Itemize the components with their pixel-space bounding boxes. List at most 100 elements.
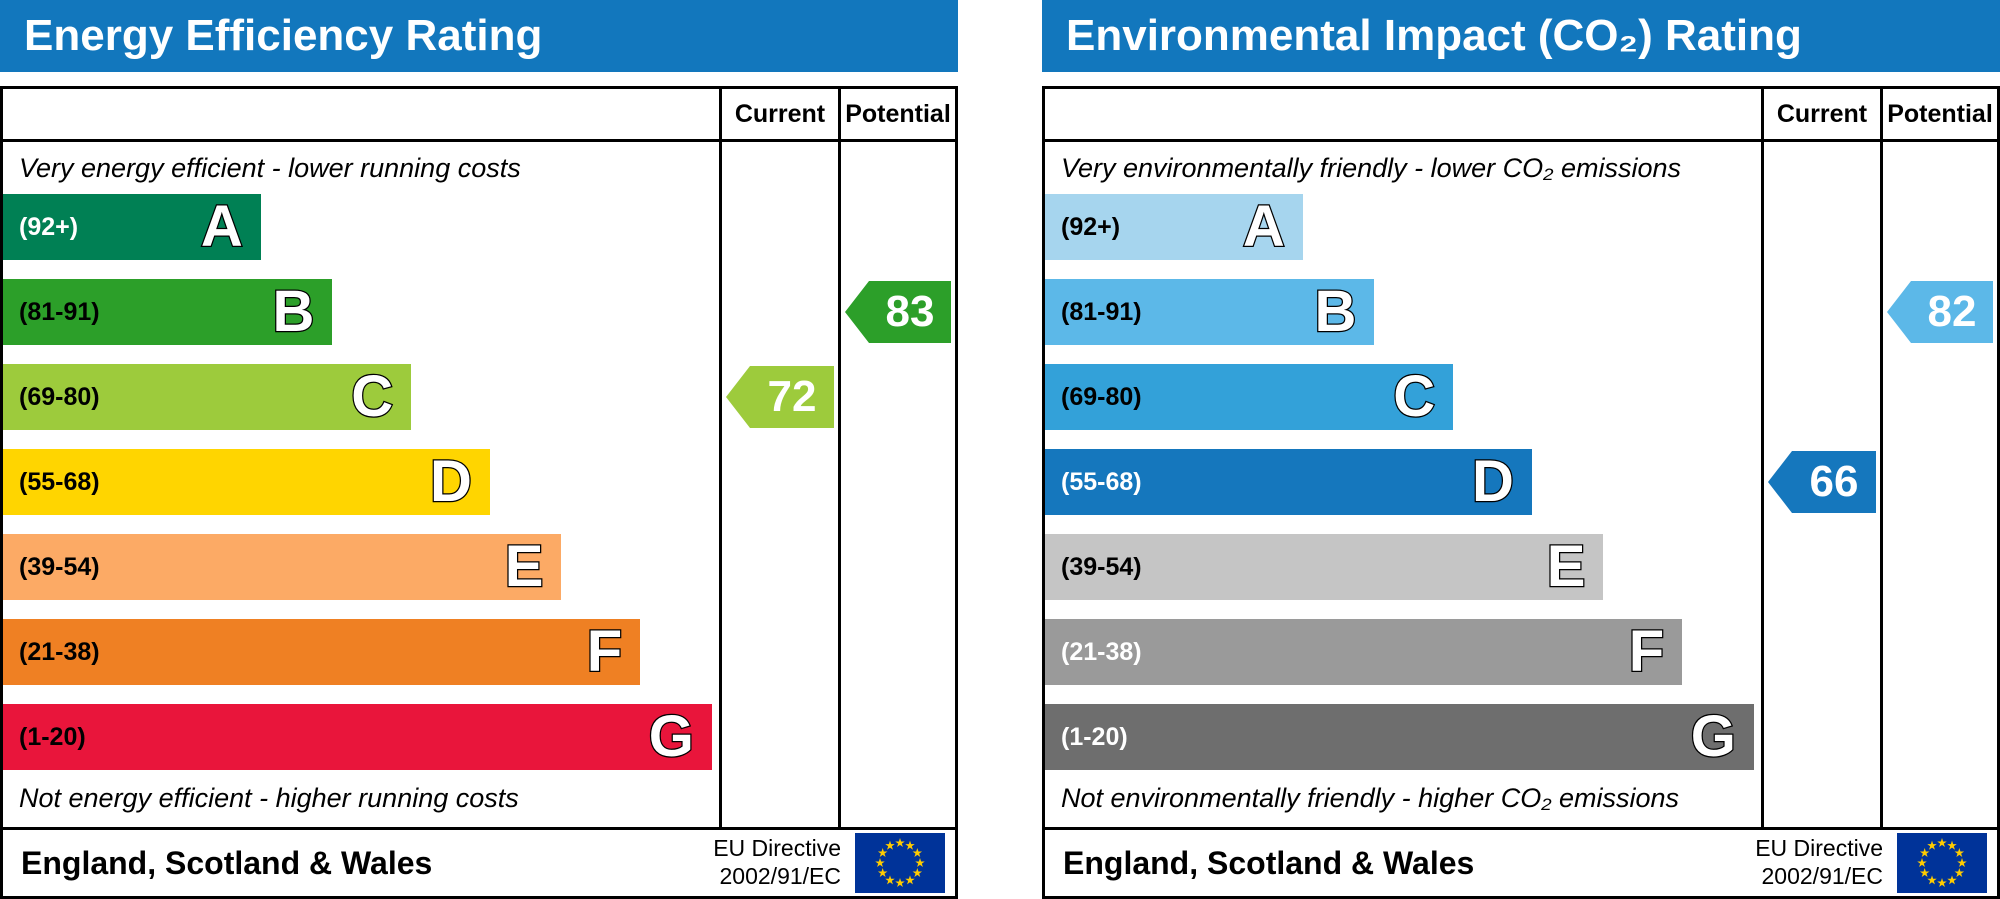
- table-footer: England, Scotland & Wales EU Directive 2…: [1045, 827, 1997, 896]
- bands-area: Very energy efficient - lower running co…: [3, 142, 719, 827]
- potential-column-header: Potential: [838, 89, 955, 139]
- table-body: Very energy efficient - lower running co…: [3, 142, 955, 827]
- eu-directive-label: EU Directive 2002/91/EC: [713, 835, 841, 890]
- eu-directive-line2: 2002/91/EC: [1761, 863, 1883, 889]
- potential-rating-arrow: 83: [845, 281, 951, 343]
- energy-efficiency-panel: Energy Efficiency Rating Current Potenti…: [0, 0, 958, 899]
- table-body: Very environmentally friendly - lower CO…: [1045, 142, 1997, 827]
- band-row-d: (55-68) D: [3, 449, 719, 515]
- band-row-f: (21-38) F: [3, 619, 719, 685]
- eu-directive-line2: 2002/91/EC: [719, 863, 841, 889]
- band-e-letter: E: [1546, 534, 1587, 599]
- band-g-bar: (1-20) G: [3, 704, 712, 770]
- band-e-bar: (39-54) E: [1045, 534, 1604, 600]
- band-a-letter: A: [1242, 194, 1286, 259]
- band-d-letter: D: [429, 449, 473, 514]
- band-a-bar: (92+) A: [1045, 194, 1303, 260]
- bottom-note: Not energy efficient - higher running co…: [19, 783, 519, 813]
- header-spacer: [1045, 89, 1761, 139]
- current-column: 66: [1761, 142, 1880, 827]
- band-g-letter: G: [647, 704, 695, 769]
- band-c-range-label: (69-80): [19, 382, 100, 411]
- band-row-g: (1-20) G: [3, 704, 719, 770]
- band-d-letter: D: [1471, 449, 1515, 514]
- table-header-row: Current Potential: [3, 89, 955, 142]
- rating-bands: (92+) A (81-91) B (69-80: [3, 194, 719, 770]
- band-row-b: (81-91) B: [3, 279, 719, 345]
- table-header-row: Current Potential: [1045, 89, 1997, 142]
- current-rating-value: 72: [767, 372, 817, 421]
- band-b-range-label: (81-91): [19, 297, 100, 326]
- rating-bands: (92+) A (81-91) B (69-80: [1045, 194, 1761, 770]
- band-c-letter: C: [350, 364, 394, 429]
- band-g-range-label: (1-20): [19, 722, 86, 751]
- eu-directive-line1: EU Directive: [713, 835, 841, 862]
- environmental-impact-panel: Environmental Impact (CO₂) Rating Curren…: [1042, 0, 2000, 899]
- current-rating-value: 66: [1809, 457, 1859, 506]
- band-f-bar: (21-38) F: [1045, 619, 1683, 685]
- band-row-c: (69-80) C: [1045, 364, 1761, 430]
- band-row-a: (92+) A: [3, 194, 719, 260]
- band-c-letter: C: [1392, 364, 1436, 429]
- band-d-bar: (55-68) D: [1045, 449, 1532, 515]
- band-e-range-label: (39-54): [19, 552, 100, 581]
- band-row-g: (1-20) G: [1045, 704, 1761, 770]
- band-f-letter: F: [586, 619, 624, 684]
- header-spacer: [3, 89, 719, 139]
- band-row-e: (39-54) E: [1045, 534, 1761, 600]
- band-c-range-label: (69-80): [1061, 382, 1142, 411]
- potential-column: 82: [1880, 142, 1997, 827]
- band-f-bar: (21-38) F: [3, 619, 641, 685]
- top-note: Very energy efficient - lower running co…: [19, 152, 521, 183]
- band-b-letter: B: [1313, 279, 1357, 344]
- band-b-letter: B: [271, 279, 315, 344]
- band-b-range-label: (81-91): [1061, 297, 1142, 326]
- potential-rating-value: 82: [1927, 287, 1977, 336]
- band-d-bar: (55-68) D: [3, 449, 490, 515]
- bottom-note: Not environmentally friendly - higher CO…: [1061, 783, 1680, 813]
- current-column-header: Current: [719, 89, 838, 139]
- eu-flag-icon: [1897, 833, 1987, 893]
- potential-rating-arrow: 82: [1887, 281, 1993, 343]
- top-note: Very environmentally friendly - lower CO…: [1061, 152, 1681, 183]
- co2-rating-table: Current Potential Very environmentally f…: [1042, 86, 2000, 899]
- band-d-range-label: (55-68): [1061, 467, 1142, 496]
- eu-directive-line1: EU Directive: [1755, 835, 1883, 862]
- potential-rating-value: 83: [885, 287, 935, 336]
- region-label: England, Scotland & Wales: [1063, 844, 1475, 881]
- environmental-impact-title: Environmental Impact (CO₂) Rating: [1042, 0, 2000, 72]
- energy-efficiency-title: Energy Efficiency Rating: [0, 0, 958, 72]
- band-b-bar: (81-91) B: [1045, 279, 1375, 345]
- bands-area: Very environmentally friendly - lower CO…: [1045, 142, 1761, 827]
- energy-rating-table: Current Potential Very energy efficient …: [0, 86, 958, 899]
- band-g-letter: G: [1689, 704, 1737, 769]
- band-b-bar: (81-91) B: [3, 279, 333, 345]
- band-row-c: (69-80) C: [3, 364, 719, 430]
- band-f-range-label: (21-38): [1061, 637, 1142, 666]
- band-d-range-label: (55-68): [19, 467, 100, 496]
- potential-column: 83: [838, 142, 955, 827]
- current-column-header: Current: [1761, 89, 1880, 139]
- band-g-range-label: (1-20): [1061, 722, 1128, 751]
- band-row-f: (21-38) F: [1045, 619, 1761, 685]
- table-footer: England, Scotland & Wales EU Directive 2…: [3, 827, 955, 896]
- band-f-letter: F: [1628, 619, 1666, 684]
- band-a-bar: (92+) A: [3, 194, 261, 260]
- band-a-letter: A: [200, 194, 244, 259]
- band-e-letter: E: [504, 534, 545, 599]
- band-row-d: (55-68) D: [1045, 449, 1761, 515]
- band-a-range-label: (92+): [1061, 212, 1121, 241]
- band-c-bar: (69-80) C: [1045, 364, 1454, 430]
- current-rating-arrow: 72: [726, 366, 834, 428]
- current-rating-arrow: 66: [1768, 451, 1876, 513]
- potential-column-header: Potential: [1880, 89, 1997, 139]
- band-e-bar: (39-54) E: [3, 534, 562, 600]
- band-f-range-label: (21-38): [19, 637, 100, 666]
- band-a-range-label: (92+): [19, 212, 79, 241]
- eu-directive-label: EU Directive 2002/91/EC: [1755, 835, 1883, 890]
- band-e-range-label: (39-54): [1061, 552, 1142, 581]
- band-g-bar: (1-20) G: [1045, 704, 1754, 770]
- eu-flag-icon: [855, 833, 945, 893]
- band-row-b: (81-91) B: [1045, 279, 1761, 345]
